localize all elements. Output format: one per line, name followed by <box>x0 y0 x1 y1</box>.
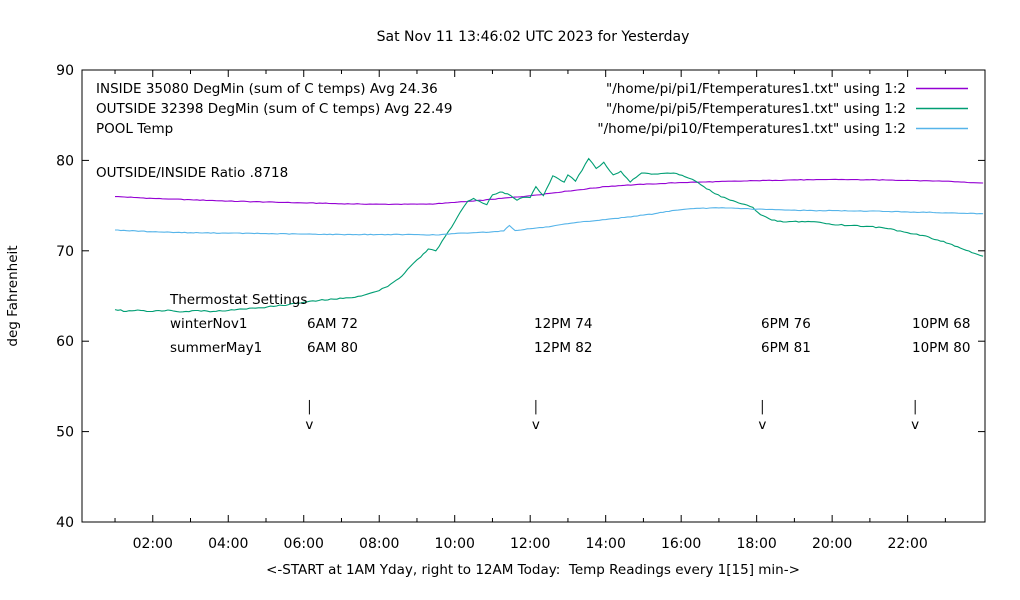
series-outside-line <box>114 157 984 313</box>
x-axis-label: <-START at 1AM Yday, right to 12AM Today… <box>266 562 800 578</box>
x-tick-label: 04:00 <box>208 536 248 552</box>
legend-file-inside: "/home/pi/pi1/Ftemperatures1.txt" using … <box>606 81 906 97</box>
y-tick-label: 50 <box>56 425 74 441</box>
axis-ticks <box>82 69 985 523</box>
x-tick-label: 20:00 <box>812 536 852 552</box>
thermostat-summer-name: summerMay1 <box>170 340 262 356</box>
thermostat-summer-12pm: 12PM 82 <box>534 340 592 356</box>
legend-label-inside: INSIDE 35080 DegMin (sum of C temps) Avg… <box>96 81 438 97</box>
x-tick-label: 06:00 <box>284 536 324 552</box>
y-axis-label: deg Fahrenheit <box>5 245 21 346</box>
x-tick-label: 10:00 <box>435 536 475 552</box>
ratio-text: OUTSIDE/INSIDE Ratio .8718 <box>96 165 288 181</box>
annotations: OUTSIDE/INSIDE Ratio .8718 Thermostat Se… <box>96 165 970 356</box>
thermostat-summer-6pm: 6PM 81 <box>761 340 811 356</box>
x-tick-label: 22:00 <box>887 536 927 552</box>
x-tick-label: 12:00 <box>510 536 550 552</box>
plot-border <box>81 69 986 523</box>
data-series <box>114 157 984 313</box>
y-tick-label: 90 <box>56 63 74 79</box>
legend-label-pool: POOL Temp <box>96 121 173 137</box>
thermostat-arrow-head: v <box>911 417 919 433</box>
x-tick-label: 16:00 <box>661 536 701 552</box>
x-tick-label: 18:00 <box>736 536 776 552</box>
x-tick-label: 02:00 <box>133 536 173 552</box>
thermostat-arrow-head: v <box>758 417 766 433</box>
thermostat-arrow-head: v <box>532 417 540 433</box>
y-tick-label: 40 <box>56 515 74 531</box>
series-inside-line <box>115 178 984 206</box>
thermostat-arrow-head: v <box>305 417 313 433</box>
legend-file-outside: "/home/pi/pi5/Ftemperatures1.txt" using … <box>606 101 906 117</box>
thermostat-winter-6am: 6AM 72 <box>307 316 358 332</box>
legend-file-pool: "/home/pi/pi10/Ftemperatures1.txt" using… <box>597 121 906 137</box>
thermostat-winter-12pm: 12PM 74 <box>534 316 592 332</box>
series-pool-line <box>115 207 984 236</box>
y-tick-label: 70 <box>56 244 74 260</box>
legend: INSIDE 35080 DegMin (sum of C temps) Avg… <box>96 81 968 137</box>
x-tick-label: 08:00 <box>359 536 399 552</box>
x-tick-label: 14:00 <box>586 536 626 552</box>
thermostat-header: Thermostat Settings <box>169 292 307 308</box>
thermostat-winter-10pm: 10PM 68 <box>912 316 970 332</box>
tick-labels: 40 50 60 70 80 90 02:00 04:00 06:00 08:00 10:00 12:… <box>56 63 928 552</box>
legend-label-outside: OUTSIDE 32398 DegMin (sum of C temps) Av… <box>96 101 452 117</box>
y-tick-label: 60 <box>56 334 74 350</box>
thermostat-summer-6am: 6AM 80 <box>307 340 358 356</box>
thermostat-winter-6pm: 6PM 76 <box>761 316 811 332</box>
chart-title: Sat Nov 11 13:46:02 UTC 2023 for Yesterd… <box>377 29 690 45</box>
thermostat-winter-name: winterNov1 <box>170 316 247 332</box>
y-tick-label: 80 <box>56 153 74 169</box>
thermostat-summer-10pm: 10PM 80 <box>912 340 970 356</box>
